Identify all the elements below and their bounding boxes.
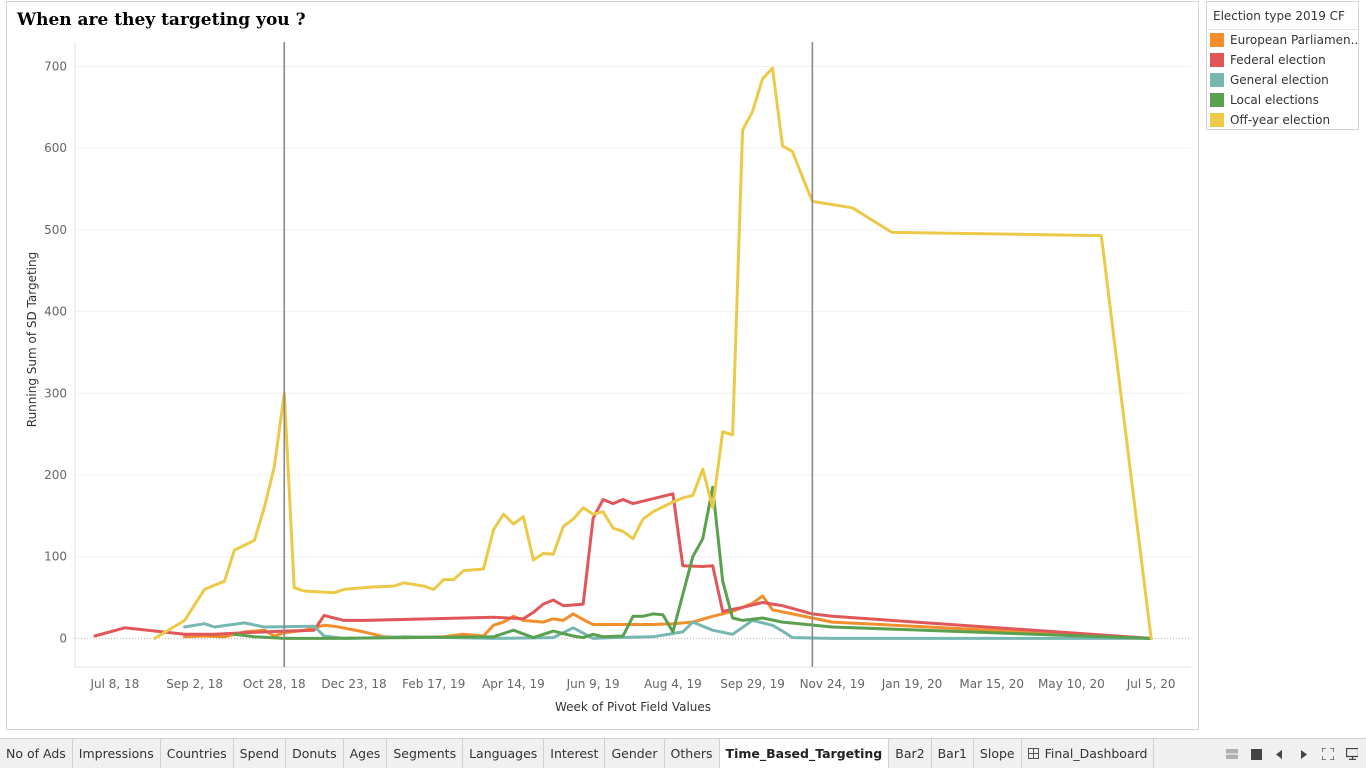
legend-label: Off-year election — [1230, 113, 1331, 127]
y-tick-label: 600 — [44, 141, 67, 155]
y-tick-label: 0 — [59, 631, 67, 645]
sheet-tab-label: Spend — [239, 746, 280, 761]
chart-title: When are they targeting you ? — [17, 10, 306, 30]
x-tick-label: Dec 23, 18 — [321, 677, 386, 691]
y-axis-title: Running Sum of SD Targeting — [25, 252, 39, 427]
legend-swatch — [1210, 113, 1224, 127]
sheet-tab[interactable]: Donuts — [286, 739, 344, 768]
fullscreen-icon[interactable] — [1322, 748, 1334, 760]
x-tick-label: Sep 29, 19 — [720, 677, 785, 691]
next-icon[interactable] — [1298, 748, 1310, 760]
sheet-tabs: No of Ads Impressions Countries Spend Donuts… — [0, 739, 1155, 768]
legend-item[interactable]: Local elections — [1207, 90, 1358, 110]
sheet-tab[interactable]: Bar1 — [932, 739, 974, 768]
sheet-tab[interactable]: Interest — [544, 739, 606, 768]
legend-label: General election — [1230, 73, 1329, 87]
y-tick-label: 200 — [44, 468, 67, 482]
x-tick-label: Aug 4, 19 — [644, 677, 702, 691]
present-icon[interactable] — [1346, 748, 1358, 760]
sheet-tab[interactable]: Segments — [387, 739, 464, 768]
series-line-4 — [153, 66, 1153, 640]
sheet-tab-label: Impressions — [78, 746, 154, 761]
sheet-tab-label: Others — [670, 746, 713, 761]
legend-label: European Parliamen.. — [1230, 33, 1358, 47]
sheet-tab-label: Languages — [469, 746, 538, 761]
legend-swatch — [1210, 73, 1224, 87]
sheet-tab[interactable]: Others — [665, 739, 720, 768]
x-tick-label: May 10, 20 — [1038, 677, 1105, 691]
sheet-tab-label: No of Ads — [6, 746, 66, 761]
sheet-tab-label: Interest — [550, 746, 599, 761]
grid-view-icon[interactable] — [1226, 748, 1238, 760]
sheet-tab-label: Bar2 — [895, 746, 925, 761]
y-tick-label: 100 — [44, 550, 67, 564]
legend[interactable]: Election type 2019 CF European Parliamen… — [1206, 1, 1359, 130]
legend-label: Local elections — [1230, 93, 1319, 107]
sheet-tab-label: Time_Based_Targeting — [725, 746, 883, 761]
sheet-tab[interactable]: Countries — [161, 739, 234, 768]
y-tick-label: 300 — [44, 386, 67, 400]
sheet-tab[interactable]: Spend — [234, 739, 287, 768]
x-tick-label: Feb 17, 19 — [402, 677, 465, 691]
x-tick-label: Jul 8, 18 — [89, 677, 139, 691]
legend-item[interactable]: Federal election — [1207, 50, 1358, 70]
stop-icon[interactable] — [1250, 748, 1262, 760]
x-tick-label: Jun 9, 19 — [566, 677, 620, 691]
legend-item[interactable]: European Parliamen.. — [1207, 30, 1358, 50]
x-tick-label: Oct 28, 18 — [243, 677, 306, 691]
series-line-2 — [183, 618, 1153, 640]
legend-swatch — [1210, 53, 1224, 67]
y-tick-label: 400 — [44, 305, 67, 319]
legend-items: European Parliamen.. Federal election Gene… — [1207, 30, 1358, 130]
sheet-tab-bar: No of Ads Impressions Countries Spend Donuts… — [0, 738, 1366, 768]
sheet-tab[interactable]: No of Ads — [0, 739, 73, 768]
legend-label: Federal election — [1230, 53, 1326, 67]
sheet-tab-label: Bar1 — [937, 746, 967, 761]
series-line-1 — [93, 492, 1153, 640]
x-tick-label: Apr 14, 19 — [482, 677, 545, 691]
series-line-3 — [232, 485, 1153, 640]
sheet-tab-label: Countries — [166, 746, 227, 761]
x-tick-label: Nov 24, 19 — [800, 677, 865, 691]
sheet-tab[interactable]: Time_Based_Targeting — [719, 739, 890, 768]
y-tick-label: 500 — [44, 223, 67, 237]
sheet-tab[interactable]: Languages — [463, 739, 545, 768]
navigation-controls — [1226, 739, 1358, 769]
sheet-tab-label: Final_Dashboard — [1044, 746, 1148, 761]
x-tick-label: Jul 5, 20 — [1126, 677, 1176, 691]
sheet-tab[interactable]: Gender — [605, 739, 665, 768]
sheet-tab-label: Slope — [979, 746, 1015, 761]
sheet-tab-label: Segments — [393, 746, 457, 761]
sheet-tab[interactable]: Slope — [974, 739, 1022, 768]
line-chart: 0 100 200 300 400 500 600 700 Jul 8, 18 Sep 2, 18… — [25, 42, 1191, 714]
sheet-tab-label: Ages — [349, 746, 381, 761]
legend-swatch — [1210, 33, 1224, 47]
x-tick-label: Mar 15, 20 — [959, 677, 1024, 691]
sheet-tab[interactable]: Ages — [344, 739, 388, 768]
x-tick-label: Sep 2, 18 — [166, 677, 223, 691]
legend-title: Election type 2019 CF — [1207, 2, 1358, 30]
sheet-tab-label: Donuts — [292, 746, 337, 761]
x-axis-title: Week of Pivot Field Values — [555, 700, 711, 714]
sheet-tab-label: Gender — [611, 746, 658, 761]
y-tick-label: 700 — [44, 60, 67, 74]
legend-swatch — [1210, 93, 1224, 107]
dashboard-icon — [1027, 748, 1039, 759]
legend-item[interactable]: General election — [1207, 70, 1358, 90]
legend-item[interactable]: Off-year election — [1207, 110, 1358, 130]
sheet-tab[interactable]: Impressions — [73, 739, 161, 768]
sheet-tab[interactable]: Final_Dashboard — [1022, 739, 1155, 768]
previous-icon[interactable] — [1274, 748, 1286, 760]
worksheet — [6, 1, 1199, 730]
x-tick-label: Jan 19, 20 — [881, 677, 942, 691]
sheet-tab[interactable]: Bar2 — [889, 739, 932, 768]
